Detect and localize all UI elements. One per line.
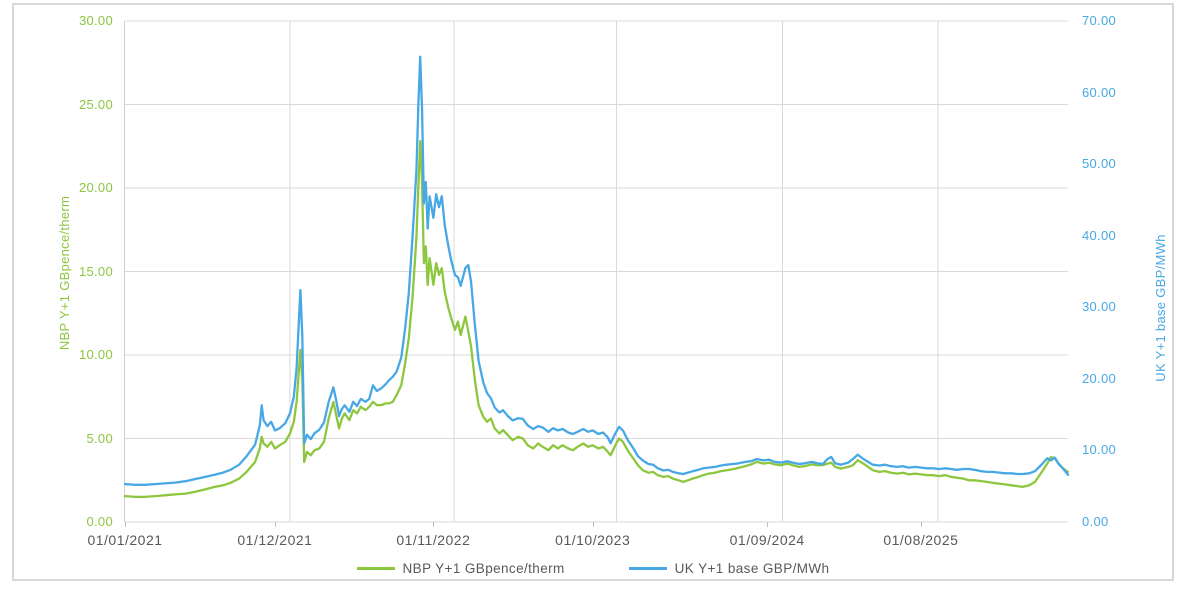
legend-swatch [628, 567, 667, 570]
x-axis-tick-mark [433, 522, 435, 527]
chart-frame: NBP Y+1 GBpence/therm UK Y+1 base GBP/MW… [12, 3, 1174, 581]
x-axis-tick-mark [592, 522, 594, 527]
legend-swatch [356, 567, 395, 570]
x-axis-tick-label: 01/10/2023 [555, 532, 631, 548]
left-axis-tick-label: 20.00 [78, 180, 113, 195]
right-axis-tick-label: 30.00 [1082, 299, 1117, 315]
legend-item-uk: UK Y+1 base GBP/MWh [628, 561, 830, 576]
right-axis-tick-label: 0.00 [1082, 514, 1109, 529]
x-axis-tick-label: 01/12/2021 [237, 532, 313, 548]
legend-label-uk: UK Y+1 base GBP/MWh [674, 561, 830, 576]
x-axis-tick-mark [920, 522, 922, 527]
left-axis-tick-label: 25.00 [78, 96, 113, 112]
x-axis-tick-label: 01/08/2025 [883, 532, 959, 548]
plot-svg [123, 20, 1070, 523]
uk-line-series [123, 55, 1070, 486]
left-axis-tick-label: 5.00 [86, 430, 113, 446]
x-axis-tick-label: 01/01/2021 [87, 532, 163, 548]
nbp-line-series [123, 140, 1070, 499]
left-axis-tick-label: 15.00 [78, 263, 113, 279]
chart-legend: NBP Y+1 GBpence/therm UK Y+1 base GBP/MW… [14, 561, 1172, 576]
x-axis-tick-label: 01/11/2022 [396, 532, 471, 548]
left-axis-tick-label: 10.00 [78, 347, 113, 362]
x-axis-tick-mark [767, 522, 769, 527]
right-axis-tick-label: 20.00 [1082, 370, 1117, 386]
right-axis-title: UK Y+1 base GBP/MWh [1153, 234, 1168, 382]
left-axis-tick-label: 30.00 [78, 13, 113, 28]
right-axis-tick-label: 60.00 [1082, 84, 1117, 100]
right-axis-tick-label: 10.00 [1082, 442, 1117, 458]
right-axis-tick-label: 50.00 [1082, 156, 1117, 172]
x-axis-tick-mark [125, 522, 126, 527]
x-axis-tick-label: 01/09/2024 [729, 532, 805, 548]
plot-area: 0.00 5.00 10.00 15.00 20.00 25.00 30.00 0.00 10… [79, 13, 1116, 548]
legend-item-nbp: NBP Y+1 GBpence/therm [356, 561, 565, 576]
x-axis-tick-mark [274, 522, 276, 527]
right-axis-tick-label: 70.00 [1082, 13, 1117, 28]
right-axis-tick-label: 40.00 [1082, 227, 1117, 243]
legend-label-nbp: NBP Y+1 GBpence/therm [402, 561, 565, 576]
left-axis-tick-label: 0.00 [86, 514, 113, 529]
